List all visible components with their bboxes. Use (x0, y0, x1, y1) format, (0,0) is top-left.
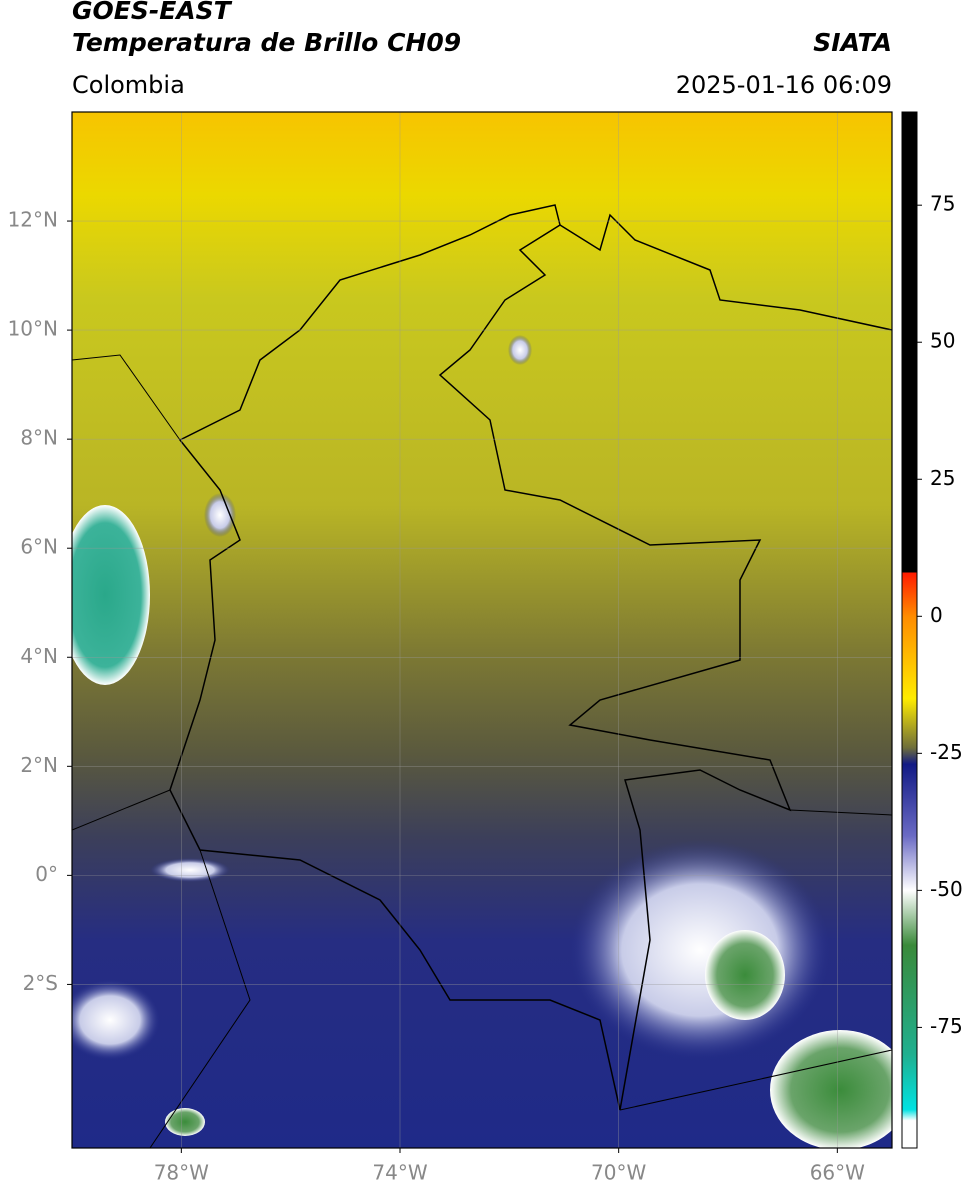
colorbar-tick-label: 75 (930, 192, 955, 216)
cloud (770, 1030, 892, 1148)
cloud (150, 858, 230, 882)
cloud (508, 335, 532, 365)
colorbar-tick-label: -75 (930, 1014, 963, 1038)
title: GOES-EAST (72, 0, 233, 25)
cloud (705, 930, 785, 1020)
border (72, 354, 892, 1148)
y-tick-label: 10°N (8, 317, 58, 341)
x-tick-label: 78°W (154, 1161, 209, 1185)
map-image (72, 112, 892, 1148)
title: Temperatura de Brillo CH09 (72, 28, 461, 57)
source: SIATA (813, 28, 892, 57)
datetime: 2025-01-16 06:09 (676, 71, 892, 99)
colorbar-frame (901, 111, 918, 1149)
y-tick-label: 2°S (23, 971, 58, 995)
cloud (72, 980, 160, 1060)
colorbar (902, 112, 917, 1148)
colorbar-tick-label: 50 (930, 329, 955, 353)
x-tick-label: 66°W (810, 1161, 865, 1185)
map-frame (71, 111, 893, 1149)
y-tick-label: 4°N (20, 644, 58, 668)
y-tick-label: 2°N (20, 753, 58, 777)
cloud (204, 493, 236, 537)
colorbar-tick-label: 25 (930, 466, 955, 490)
cloud (72, 505, 150, 685)
colorbar-tick-label: 0 (930, 603, 943, 627)
y-tick-label: 6°N (20, 535, 58, 559)
region: Colombia (72, 71, 185, 99)
graticule (72, 112, 892, 1148)
axes: 12°N 10°N 8°N 6°N 4°N 2°N 0° 2°S 78°W 74°W 70°W 66°… (8, 192, 963, 1185)
colorbar-tick-label: -50 (930, 877, 963, 901)
colorbar-tick-label: -25 (930, 740, 963, 764)
coastline (559, 213, 892, 331)
y-tick-label: 12°N (8, 208, 58, 232)
x-tick-label: 70°W (591, 1161, 646, 1185)
cloud (570, 840, 830, 1060)
y-tick-label: 8°N (20, 426, 58, 450)
y-tick-label: 0° (35, 862, 58, 886)
cloud (165, 1108, 205, 1136)
border (169, 204, 792, 1111)
x-tick-label: 74°W (372, 1161, 427, 1185)
